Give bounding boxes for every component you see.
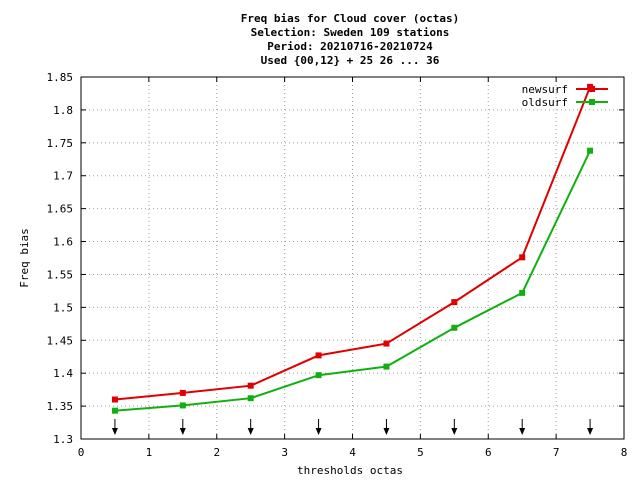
threshold-arrow <box>247 419 254 435</box>
x-tick-label: 7 <box>553 446 560 459</box>
data-point <box>587 147 594 154</box>
legend-label: oldsurf <box>522 96 568 109</box>
x-tick-label: 0 <box>78 446 85 459</box>
grid <box>81 77 624 439</box>
legend-entry: oldsurf <box>522 96 608 109</box>
legend-entry: newsurf <box>522 83 608 96</box>
legend-swatch-point <box>589 86 595 92</box>
y-tick-label: 1.45 <box>47 334 74 347</box>
legend-swatch-point <box>589 99 595 105</box>
x-tick-label: 4 <box>349 446 356 459</box>
y-tick-label: 1.8 <box>53 104 73 117</box>
series-oldsurf <box>111 147 594 414</box>
plot-frame <box>80 76 625 440</box>
x-tick-label: 3 <box>281 446 288 459</box>
y-tick-label: 1.85 <box>47 71 74 84</box>
y-tick-label: 1.6 <box>53 236 73 249</box>
threshold-arrow <box>111 419 118 435</box>
y-tick-label: 1.65 <box>47 203 74 216</box>
series-lines <box>111 83 594 414</box>
threshold-arrow <box>315 419 322 435</box>
threshold-arrow <box>519 419 526 435</box>
data-point <box>111 407 118 414</box>
x-axis-label: thresholds octas <box>297 464 403 477</box>
data-point <box>247 382 254 389</box>
data-point <box>315 352 322 359</box>
chart-title: Freq bias for Cloud cover (octas)Selecti… <box>241 12 460 67</box>
legend-label: newsurf <box>522 83 568 96</box>
title-line: Selection: Sweden 109 stations <box>251 26 450 39</box>
series-newsurf <box>111 83 594 403</box>
data-point <box>315 372 322 379</box>
x-tick-label: 2 <box>213 446 220 459</box>
threshold-arrow <box>383 419 390 435</box>
x-tick-label: 5 <box>417 446 424 459</box>
data-point <box>383 363 390 370</box>
y-tick-label: 1.55 <box>47 268 74 281</box>
data-point <box>451 299 458 306</box>
y-tick-label: 1.7 <box>53 170 73 183</box>
y-tick-label: 1.3 <box>53 433 73 446</box>
y-axis-label: Freq bias <box>18 228 31 288</box>
y-tick-label: 1.4 <box>53 367 73 380</box>
title-line: Freq bias for Cloud cover (octas) <box>241 12 460 25</box>
y-tick-label: 1.5 <box>53 301 73 314</box>
threshold-arrow <box>179 419 186 435</box>
title-line: Used {00,12} + 25 26 ... 36 <box>261 54 440 67</box>
x-tick-label: 6 <box>485 446 492 459</box>
axis-ticks: 0 1 2 3 4 5 6 7 8 1.3 1.35 1.4 1.45 1.5 1.55 1.6 1.65 1.7… <box>47 71 628 459</box>
data-point <box>519 254 526 261</box>
data-point <box>179 402 186 409</box>
threshold-arrows <box>111 419 594 435</box>
threshold-arrow <box>451 419 458 435</box>
data-point <box>451 324 458 331</box>
threshold-arrow <box>587 419 594 435</box>
series-line <box>114 86 592 401</box>
y-tick-label: 1.35 <box>47 400 74 413</box>
data-point <box>519 289 526 296</box>
data-point <box>179 389 186 396</box>
data-point <box>247 395 254 402</box>
data-point <box>111 396 118 403</box>
x-tick-label: 1 <box>146 446 153 459</box>
x-tick-label: 8 <box>621 446 628 459</box>
series-line <box>114 150 592 412</box>
y-tick-label: 1.75 <box>47 137 74 150</box>
title-line: Period: 20210716-20210724 <box>267 40 433 53</box>
data-point <box>383 340 390 347</box>
